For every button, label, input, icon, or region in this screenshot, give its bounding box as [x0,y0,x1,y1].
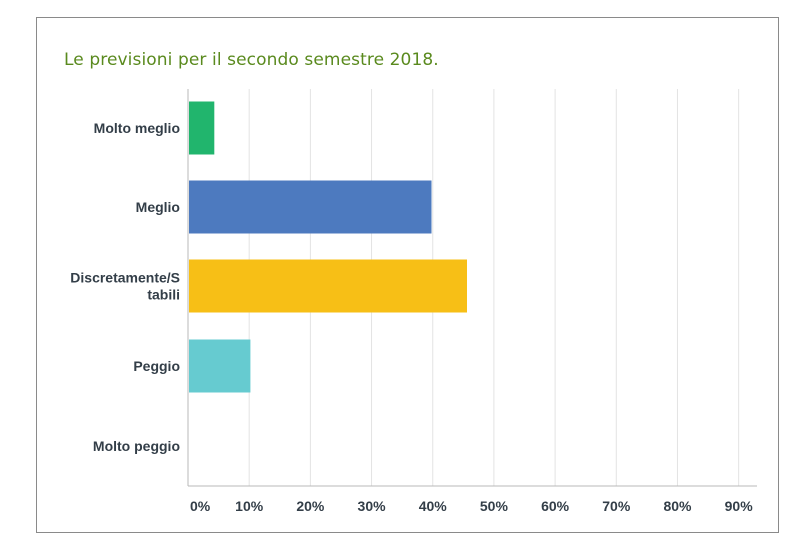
category-label-line: Discretamente/S [70,270,180,286]
category-label-line: Meglio [136,199,180,215]
category-label: Meglio [136,199,180,215]
bar [189,101,215,155]
category-label-line: Peggio [133,358,180,374]
bar [189,180,432,234]
category-label: Peggio [133,358,180,374]
x-tick-label: 0% [190,498,211,514]
x-tick-label: 90% [725,498,754,514]
category-label: Molto peggio [93,438,180,454]
category-label-line: Molto peggio [93,438,180,454]
x-tick-label: 30% [358,498,387,514]
category-label-line: Molto meglio [94,120,180,136]
category-label: Discretamente/S tabili [70,270,180,303]
bar [189,339,251,393]
category-label-line: tabili [147,287,180,303]
x-tick-label: 80% [663,498,692,514]
bar [189,259,467,313]
x-tick-label: 10% [235,498,264,514]
x-tick-label: 20% [296,498,325,514]
x-tick-label: 50% [480,498,509,514]
x-tick-label: 40% [419,498,448,514]
x-tick-label: 70% [602,498,631,514]
x-tick-label: 60% [541,498,570,514]
chart-title: Le previsioni per il secondo semestre 20… [64,50,439,70]
category-label: Molto meglio [94,120,180,136]
